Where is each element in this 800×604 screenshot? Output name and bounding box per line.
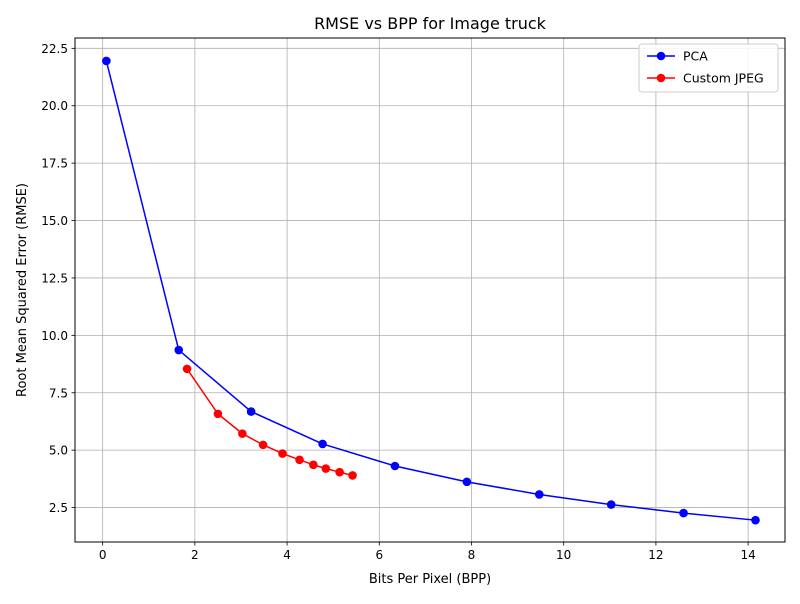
x-axis: 0 2 4 6 8 10 12 14 [99, 542, 756, 562]
data-point-custom-jpeg [309, 460, 318, 470]
legend-marker-pca [656, 51, 666, 61]
y-tick-label: 22.5 [41, 42, 68, 56]
x-tick-label: 10 [556, 548, 571, 562]
data-point-pca [390, 461, 400, 471]
data-point-custom-jpeg [238, 429, 247, 438]
x-tick-label: 6 [375, 548, 383, 562]
legend-marker-custom-jpeg [656, 73, 666, 83]
y-tick-label: 7.5 [49, 386, 68, 400]
y-tick-label: 20.0 [41, 99, 68, 113]
x-tick-label: 8 [468, 548, 476, 562]
y-tick-label: 10.0 [41, 329, 68, 343]
y-tick-label: 17.5 [41, 157, 68, 171]
y-tick-label: 15.0 [41, 214, 68, 228]
series-line-pca [105, 60, 756, 521]
data-point-custom-jpeg [295, 455, 304, 465]
data-point-pca [751, 515, 760, 525]
legend-label-custom-jpeg: Custom JPEG [683, 71, 764, 86]
chart-title: RMSE vs BPP for Image truck [314, 14, 547, 33]
data-point-pca [318, 439, 327, 449]
plot-frame [74, 37, 786, 543]
data-point-custom-jpeg [335, 467, 344, 477]
data-point-custom-jpeg [278, 449, 287, 458]
series-line-custom-jpeg [186, 368, 353, 477]
y-tick-label: 5.0 [49, 444, 68, 458]
legend: PCA Custom JPEG [638, 43, 779, 93]
y-axis-label: Root Mean Squared Error (RMSE) [15, 183, 30, 397]
grid-lines [75, 38, 785, 542]
legend-label-pca: PCA [683, 49, 708, 64]
x-tick-label: 4 [283, 548, 291, 562]
data-point-pca [606, 500, 616, 509]
x-tick-label: 2 [191, 548, 199, 562]
data-point-pca [534, 490, 544, 499]
data-point-custom-jpeg [182, 364, 192, 374]
x-axis-label: Bits Per Pixel (BPP) [369, 572, 491, 587]
data-point-pca [679, 508, 688, 518]
y-axis: 2.5 5.0 7.5 10.0 12.5 15.0 17.5 20.0 22.5 [41, 42, 75, 515]
data-point-pca [246, 407, 256, 416]
data-point-pca [462, 477, 472, 487]
y-tick-label: 2.5 [49, 501, 68, 515]
x-tick-label: 12 [648, 548, 663, 562]
plot-series [102, 56, 760, 525]
y-tick-label: 12.5 [41, 271, 68, 285]
x-tick-label: 0 [99, 548, 107, 562]
data-point-pca [174, 345, 184, 355]
data-point-custom-jpeg [348, 471, 357, 480]
x-tick-label: 14 [740, 548, 755, 562]
data-point-pca [102, 56, 111, 66]
data-point-custom-jpeg [321, 464, 331, 473]
data-point-custom-jpeg [258, 440, 268, 450]
data-point-custom-jpeg [213, 409, 223, 419]
